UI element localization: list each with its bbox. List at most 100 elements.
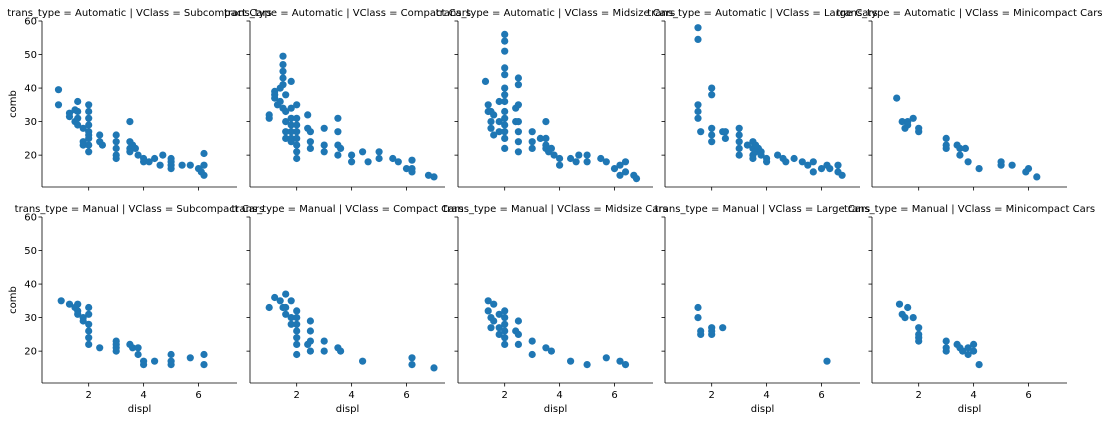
scatter-point <box>959 347 967 355</box>
scatter-point <box>528 138 536 146</box>
scatter-point <box>320 347 328 355</box>
scatter-point <box>112 131 120 139</box>
scatter-point <box>514 330 523 338</box>
y-tick-label: 60 <box>24 17 37 28</box>
scatter-point <box>271 94 279 102</box>
scatter-point <box>708 84 716 92</box>
scatter-point <box>514 118 523 126</box>
facet-title: trans_type = Manual | VClass = Midsize C… <box>443 204 668 215</box>
scatter-point <box>501 30 509 38</box>
scatter-point <box>556 161 564 169</box>
scatter-point <box>126 148 134 156</box>
scatter-point <box>375 154 383 163</box>
scatter-point <box>65 300 74 308</box>
scatter-point <box>735 124 743 132</box>
scatter-point <box>809 158 817 166</box>
scatter-point <box>490 317 498 325</box>
scatter-point <box>942 337 950 345</box>
scatter-point <box>514 138 523 146</box>
scatter-point <box>159 151 167 159</box>
scatter-point <box>320 148 328 156</box>
scatter-point <box>501 107 509 116</box>
scatter-point <box>708 138 716 146</box>
scatter-point <box>501 91 509 99</box>
scatter-point <box>85 121 93 129</box>
scatter-point <box>975 165 983 173</box>
scatter-point <box>287 121 295 129</box>
scatter-point <box>348 151 356 159</box>
scatter-point <box>721 134 730 142</box>
scatter-point <box>901 314 909 322</box>
scatter-point <box>65 113 74 121</box>
scatter-point <box>79 124 87 132</box>
scatter-point <box>616 171 624 179</box>
scatter-point <box>145 158 153 166</box>
scatter-point <box>320 337 328 345</box>
scatter-point <box>970 340 978 348</box>
scatter-point <box>178 161 186 169</box>
scatter-point <box>279 81 287 89</box>
scatter-point <box>697 128 705 136</box>
scatter-point <box>408 168 416 176</box>
scatter-point <box>306 144 314 152</box>
scatter-point <box>265 303 273 312</box>
scatter-point <box>915 337 923 345</box>
facet-title: trans_type = Automatic | VClass = Subcom… <box>7 8 272 19</box>
scatter-point <box>279 52 287 60</box>
scatter-point <box>306 138 314 146</box>
x-axis-label: displ <box>128 404 151 415</box>
scatter-point <box>282 118 290 126</box>
scatter-point <box>621 158 630 166</box>
scatter-point <box>424 171 433 179</box>
scatter-point <box>484 307 492 315</box>
scatter-point <box>735 138 743 146</box>
scatter-point <box>826 165 834 173</box>
scatter-point <box>167 350 175 359</box>
scatter-point <box>490 131 498 139</box>
scatter-point <box>408 156 416 164</box>
scatter-point <box>408 361 416 369</box>
scatter-point <box>85 141 93 149</box>
y-tick-label: 40 <box>24 84 37 95</box>
scatter-point <box>306 317 314 325</box>
scatter-point <box>501 47 509 55</box>
scatter-point <box>1024 165 1033 173</box>
x-tick-label: 6 <box>818 390 824 401</box>
scatter-point <box>337 347 345 355</box>
scatter-point <box>282 128 290 136</box>
scatter-point <box>528 337 536 345</box>
scatter-point <box>735 144 743 152</box>
scatter-point <box>610 165 619 173</box>
facet-panel: 2 4 6 trans_type = Manual | VClass = Midsiz… <box>443 204 668 415</box>
scatter-point <box>304 111 312 119</box>
y-tick-label: 50 <box>24 50 37 61</box>
y-tick-label: 60 <box>24 213 37 224</box>
facet-title: trans_type = Automatic | VClass = Compac… <box>224 8 471 19</box>
scatter-point <box>293 340 301 348</box>
scatter-point <box>112 154 120 163</box>
facet-title: trans_type = Manual | VClass = Minicompa… <box>844 204 1095 215</box>
scatter-point <box>54 101 63 109</box>
scatter-point <box>359 148 367 156</box>
scatter-point <box>430 364 438 372</box>
facet-title: trans_type = Manual | VClass = Large Car… <box>655 204 870 215</box>
scatter-point <box>79 141 87 149</box>
scatter-point <box>501 128 509 136</box>
x-tick-label: 4 <box>348 390 354 401</box>
scatter-point <box>542 118 550 126</box>
scatter-point <box>893 94 901 102</box>
x-tick-label: 2 <box>916 390 922 401</box>
scatter-point <box>495 330 503 338</box>
scatter-point <box>501 307 509 315</box>
scatter-point <box>85 134 93 142</box>
scatter-point <box>798 158 806 166</box>
scatter-point <box>528 128 536 136</box>
scatter-point <box>96 344 104 352</box>
facet-title: trans_type = Automatic | VClass = Midsiz… <box>436 8 675 19</box>
scatter-point <box>287 77 295 85</box>
scatter-point <box>975 361 983 369</box>
scatter-point <box>186 161 194 169</box>
scatter-point <box>293 350 301 359</box>
scatter-point <box>85 107 93 116</box>
